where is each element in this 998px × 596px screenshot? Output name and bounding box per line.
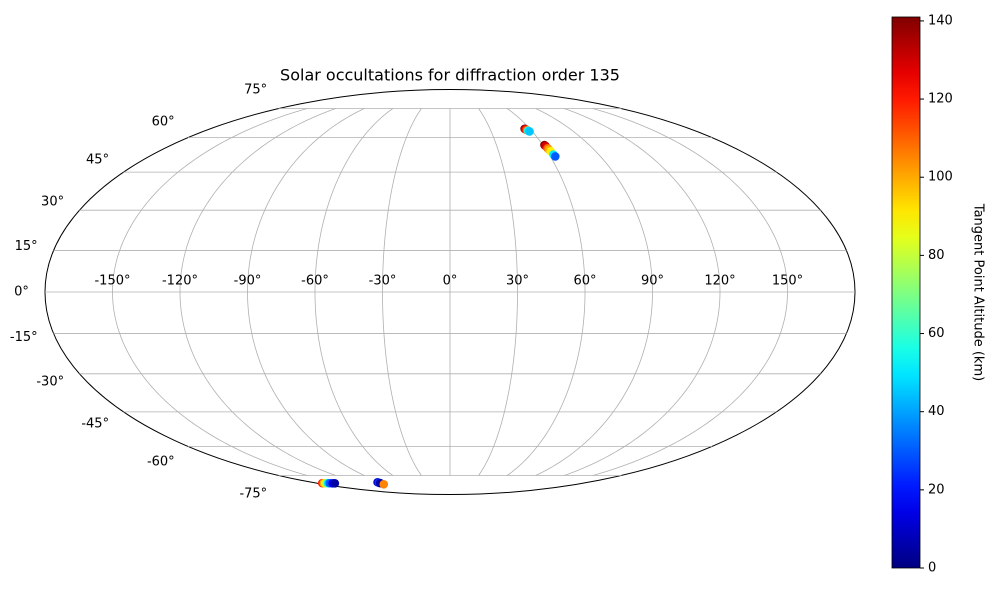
x-tick-label: -120° [162,274,198,289]
colorbar-tick-label: 60 [928,326,945,341]
grid-line [592,108,788,476]
colorbar-tick-label: 0 [928,561,936,576]
y-tick-label: -75° [239,486,267,501]
grid-line [179,108,336,476]
data-point [379,480,389,489]
grid-line [564,108,721,476]
grid-line [314,108,394,476]
x-tick-label: -90° [234,274,262,289]
x-tick-label: -30° [369,274,397,289]
grid-line [535,108,653,476]
grid-line [247,108,365,476]
grid-line [478,108,518,476]
y-tick-label: -45° [81,416,109,431]
y-tick-label: 45° [86,153,109,168]
colorbar-tick-label: 40 [928,404,945,419]
y-tick-label: -15° [10,330,38,345]
y-tick-label: -60° [147,454,175,469]
x-tick-label: -60° [301,274,329,289]
x-tick-label: 0° [443,274,458,289]
grid-line [382,108,422,476]
x-tick-label: 30° [506,274,529,289]
colorbar-tick-label: 80 [928,248,945,263]
y-tick-label: 60° [152,115,175,130]
x-tick-label: 150° [772,274,803,289]
grid-line [506,108,586,476]
data-point [550,152,560,161]
colorbar-label: Tangent Point Altitude (km) [971,203,986,381]
x-tick-label: 120° [704,274,735,289]
x-tick-label: 90° [641,274,664,289]
data-point [330,478,340,488]
colorbar-tick-label: 100 [928,170,953,185]
y-tick-label: 0° [14,285,29,300]
y-tick-label: 30° [41,195,64,210]
grid-line [112,108,308,476]
chart-title: Solar occultations for diffraction order… [280,66,620,85]
colorbar-tick-label: 20 [928,482,945,497]
colorbar-tick-label: 140 [928,13,953,28]
colorbar [891,16,921,569]
y-tick-label: 15° [15,239,38,254]
x-tick-label: 60° [573,274,596,289]
colorbar-tick-label: 120 [928,92,953,107]
x-tick-label: -150° [94,274,130,289]
data-point [525,127,534,136]
y-tick-label: -30° [36,374,64,389]
y-tick-label: 75° [244,83,267,98]
